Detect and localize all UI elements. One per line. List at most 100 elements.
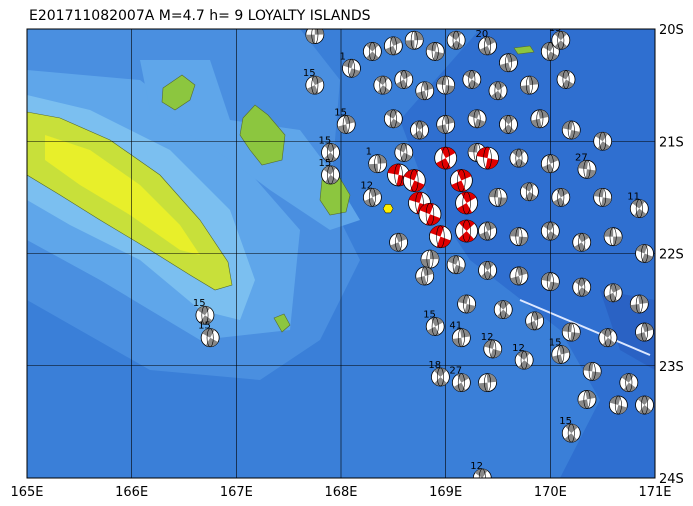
focal-mechanism: [572, 232, 592, 252]
nodal-plane: [484, 373, 491, 392]
nodal-plane: [462, 191, 471, 215]
nodal-plane: [515, 148, 523, 168]
compression-quadrant: [635, 323, 654, 342]
compression-quadrant: [521, 182, 537, 201]
nodal-plane: [536, 109, 544, 129]
depth-label: 15: [319, 135, 332, 146]
focal-mechanism: [195, 305, 215, 325]
focal-mechanism: [520, 75, 539, 95]
focal-mechanism: [455, 219, 479, 243]
compression-quadrant: [562, 121, 581, 140]
compression-quadrant: [419, 203, 441, 226]
nodal-plane: [641, 395, 648, 415]
nodal-plane: [348, 58, 355, 78]
compression-quadrant: [578, 390, 596, 409]
focal-mechanism: [608, 395, 628, 415]
nodal-plane: [557, 345, 565, 364]
depth-label: 15: [193, 298, 206, 309]
depth-label: 11: [627, 192, 640, 203]
depth-label: 41: [449, 321, 462, 332]
compression-quadrant: [512, 149, 526, 168]
nodal-plane: [436, 367, 444, 387]
compression-quadrant: [552, 345, 570, 364]
nodal-plane: [635, 294, 643, 314]
compression-quadrant: [385, 109, 401, 128]
nodal-plane: [468, 70, 476, 89]
nodal-plane: [614, 395, 622, 415]
focal-mechanism: [336, 115, 356, 134]
compression-quadrant: [509, 227, 528, 246]
nodal-plane: [483, 146, 492, 170]
nodal-plane: [410, 30, 418, 50]
compression-quadrant: [457, 295, 476, 314]
focal-mechanism: [446, 30, 466, 50]
compression-quadrant: [484, 339, 502, 358]
compression-quadrant: [489, 188, 507, 207]
compression-quadrant: [468, 109, 486, 128]
focal-mechanism: [410, 120, 429, 140]
nodal-plane: [505, 115, 512, 134]
nodal-plane: [452, 255, 460, 275]
compression-quadrant: [632, 199, 647, 218]
compression-quadrant: [552, 188, 569, 207]
focal-mechanism: [462, 70, 482, 89]
focal-mechanism: [629, 294, 649, 314]
y-tick-label: 22S: [659, 248, 684, 263]
focal-mechanism: [509, 227, 529, 247]
focal-mechanism: [556, 70, 576, 89]
focal-mechanism: [415, 266, 435, 286]
nodal-plane: [441, 146, 450, 170]
focal-mechanism: [449, 169, 473, 192]
depth-label: 12: [481, 332, 494, 343]
depth-label: 18: [428, 360, 441, 371]
events: 2115151511220152711154112121527181512151…: [193, 29, 654, 478]
focal-mechanism: [404, 30, 424, 50]
x-tick-label: 167E: [220, 485, 253, 500]
nodal-plane: [389, 109, 397, 129]
focal-mechanism: [635, 244, 654, 263]
nodal-plane: [525, 182, 533, 202]
focal-mechanism: [593, 131, 613, 151]
nodal-plane: [567, 423, 575, 443]
nodal-plane: [457, 169, 466, 192]
nodal-plane: [567, 322, 575, 342]
nodal-plane: [578, 232, 586, 252]
focal-mechanism: [488, 81, 508, 101]
focal-mechanism: [321, 165, 340, 185]
nodal-plane: [478, 468, 486, 478]
nodal-plane: [557, 30, 565, 50]
nodal-plane: [583, 390, 591, 409]
compression-quadrant: [464, 70, 480, 89]
nodal-plane: [499, 300, 507, 319]
compression-quadrant: [453, 373, 470, 392]
focal-mechanism: [457, 294, 477, 314]
compression-quadrant: [364, 188, 381, 207]
nodal-plane: [515, 227, 523, 246]
nodal-plane: [457, 328, 465, 347]
nodal-plane: [515, 266, 523, 286]
focal-mechanism: [446, 255, 466, 275]
nodal-plane: [389, 36, 397, 56]
compression-quadrant: [595, 132, 610, 151]
epicenter: [382, 204, 394, 214]
nodal-plane: [452, 30, 460, 50]
compression-quadrant: [323, 165, 338, 184]
compression-quadrant: [531, 109, 549, 128]
tick-labels: 165E 166E 167E 168E 169E 170E 171E 20S 21S 22S 23S…: [10, 23, 683, 500]
nodal-plane: [599, 188, 607, 207]
compression-quadrant: [365, 42, 379, 61]
compression-quadrant: [476, 147, 499, 170]
nodal-plane: [425, 202, 435, 226]
focal-mechanism: [321, 143, 340, 162]
nodal-plane: [431, 42, 439, 61]
focal-mechanism: [478, 36, 497, 56]
nodal-plane: [436, 225, 445, 248]
compression-quadrant: [478, 373, 497, 392]
depth-label: 1: [339, 51, 345, 62]
compression-quadrant: [457, 192, 477, 214]
nodal-plane: [400, 70, 408, 89]
depth-label: 15: [549, 338, 562, 349]
focal-mechanism: [483, 339, 503, 359]
depth-label: 15: [423, 309, 436, 320]
